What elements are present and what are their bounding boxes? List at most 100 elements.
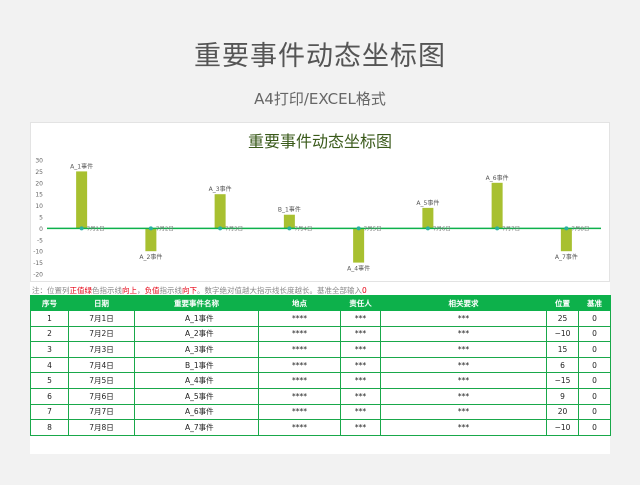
cell-owner[interactable]: *** bbox=[340, 310, 381, 327]
cell-position[interactable]: 25 bbox=[546, 310, 579, 327]
cell-location[interactable]: **** bbox=[258, 403, 341, 421]
cell-owner[interactable]: *** bbox=[340, 341, 381, 358]
cell-location[interactable]: **** bbox=[258, 310, 341, 327]
date-tick-label: 7月1日 bbox=[87, 225, 105, 232]
baseline-marker bbox=[564, 226, 569, 231]
cell-owner[interactable]: *** bbox=[340, 325, 381, 343]
baseline-marker bbox=[218, 226, 223, 231]
cell-date[interactable]: 7月4日 bbox=[68, 356, 135, 374]
cell-position[interactable]: 9 bbox=[546, 387, 579, 405]
cell-event-name[interactable]: A_2事件 bbox=[134, 325, 259, 343]
header-index: 序号 bbox=[30, 295, 69, 311]
cell-event-name[interactable]: B_1事件 bbox=[134, 356, 259, 374]
cell-date[interactable]: 7月7日 bbox=[68, 403, 135, 421]
cell-event-name[interactable]: A_5事件 bbox=[134, 387, 259, 405]
cell-requirements[interactable]: *** bbox=[380, 356, 547, 374]
bar-7 bbox=[491, 182, 503, 229]
cell-event-name[interactable]: A_7事件 bbox=[134, 419, 259, 436]
cell-position[interactable]: −10 bbox=[546, 419, 579, 436]
y-tick-label: 10 bbox=[35, 203, 43, 210]
table-header-row: 序号 日期 重要事件名称 地点 责任人 相关要求 位置 基准 bbox=[30, 295, 611, 311]
cell-location[interactable]: **** bbox=[258, 419, 341, 436]
y-tick-label: -10 bbox=[33, 249, 43, 256]
cell-date[interactable]: 7月3日 bbox=[68, 341, 135, 358]
legend-note: 注：位置列正值绿色指示线向上，负值指示线向下。数字绝对值越大指示线长度越长。基准… bbox=[32, 285, 367, 296]
y-tick-label: -15 bbox=[33, 260, 43, 267]
cell-baseline[interactable]: 0 bbox=[578, 403, 611, 421]
cell-requirements[interactable]: *** bbox=[380, 372, 547, 389]
event-label: A_6事件 bbox=[486, 174, 509, 182]
note-part: 注：位置列 bbox=[32, 286, 70, 295]
table-row: 3 7月3日 A_3事件 **** *** *** 15 0 bbox=[30, 341, 611, 358]
event-label: A_5事件 bbox=[416, 199, 439, 207]
cell-position[interactable]: 6 bbox=[546, 356, 579, 374]
date-tick-label: 7月8日 bbox=[571, 225, 589, 232]
cell-date[interactable]: 7月8日 bbox=[68, 419, 135, 436]
date-tick-label: 7月6日 bbox=[433, 225, 451, 232]
event-label: A_3事件 bbox=[209, 185, 232, 193]
cell-baseline[interactable]: 0 bbox=[578, 372, 611, 389]
cell-owner[interactable]: *** bbox=[340, 372, 381, 389]
cell-index[interactable]: 3 bbox=[30, 341, 69, 358]
date-tick-label: 7月3日 bbox=[225, 225, 243, 232]
cell-event-name[interactable]: A_6事件 bbox=[134, 403, 259, 421]
cell-requirements[interactable]: *** bbox=[380, 325, 547, 343]
cell-owner[interactable]: *** bbox=[340, 387, 381, 405]
bar-2 bbox=[145, 228, 157, 252]
date-tick-label: 7月7日 bbox=[502, 225, 520, 232]
cell-baseline[interactable]: 0 bbox=[578, 325, 611, 343]
note-part-positive: 正值 bbox=[69, 286, 85, 295]
cell-location[interactable]: **** bbox=[258, 341, 341, 358]
cell-owner[interactable]: *** bbox=[340, 419, 381, 436]
cell-requirements[interactable]: *** bbox=[380, 387, 547, 405]
cell-position[interactable]: 20 bbox=[546, 403, 579, 421]
cell-location[interactable]: **** bbox=[258, 356, 341, 374]
event-label: A_4事件 bbox=[347, 265, 370, 273]
cell-location[interactable]: **** bbox=[258, 325, 341, 343]
cell-index[interactable]: 8 bbox=[30, 419, 69, 436]
cell-date[interactable]: 7月5日 bbox=[68, 372, 135, 389]
header-event-name: 重要事件名称 bbox=[134, 295, 259, 311]
cell-index[interactable]: 6 bbox=[30, 387, 69, 405]
event-chart: 重要事件动态坐标图 30 25 20 15 10 5 0 -5 -10 -15 -20 A_1事件 A_2… bbox=[30, 122, 610, 282]
cell-date[interactable]: 7月1日 bbox=[68, 310, 135, 327]
cell-requirements[interactable]: *** bbox=[380, 341, 547, 358]
y-tick-label: 5 bbox=[39, 215, 43, 222]
cell-event-name[interactable]: A_3事件 bbox=[134, 341, 259, 358]
cell-position[interactable]: 15 bbox=[546, 341, 579, 358]
cell-owner[interactable]: *** bbox=[340, 403, 381, 421]
cell-index[interactable]: 5 bbox=[30, 372, 69, 389]
event-label: B_1事件 bbox=[278, 206, 301, 214]
y-tick-label: 25 bbox=[35, 169, 43, 176]
cell-date[interactable]: 7月2日 bbox=[68, 325, 135, 343]
cell-requirements[interactable]: *** bbox=[380, 403, 547, 421]
cell-requirements[interactable]: *** bbox=[380, 419, 547, 436]
cell-event-name[interactable]: A_4事件 bbox=[134, 372, 259, 389]
cell-event-name[interactable]: A_1事件 bbox=[134, 310, 259, 327]
bar-5 bbox=[353, 228, 365, 263]
y-tick-label: 0 bbox=[39, 226, 43, 233]
date-tick-label: 7月5日 bbox=[364, 225, 382, 232]
cell-position[interactable]: −10 bbox=[546, 325, 579, 343]
cell-index[interactable]: 1 bbox=[30, 310, 69, 327]
cell-index[interactable]: 2 bbox=[30, 325, 69, 343]
note-part: 色指示线 bbox=[92, 286, 122, 295]
table-row: 2 7月2日 A_2事件 **** *** *** −10 0 bbox=[30, 325, 611, 343]
cell-position[interactable]: −15 bbox=[546, 372, 579, 389]
cell-owner[interactable]: *** bbox=[340, 356, 381, 374]
bar-6 bbox=[422, 207, 434, 229]
cell-baseline[interactable]: 0 bbox=[578, 341, 611, 358]
cell-baseline[interactable]: 0 bbox=[578, 387, 611, 405]
cell-index[interactable]: 7 bbox=[30, 403, 69, 421]
cell-location[interactable]: **** bbox=[258, 387, 341, 405]
cell-location[interactable]: **** bbox=[258, 372, 341, 389]
header-date: 日期 bbox=[68, 295, 135, 311]
cell-date[interactable]: 7月6日 bbox=[68, 387, 135, 405]
baseline-marker bbox=[287, 226, 292, 231]
cell-index[interactable]: 4 bbox=[30, 356, 69, 374]
cell-requirements[interactable]: *** bbox=[380, 310, 547, 327]
note-part: 指示线 bbox=[159, 286, 183, 295]
cell-baseline[interactable]: 0 bbox=[578, 419, 611, 436]
cell-baseline[interactable]: 0 bbox=[578, 356, 611, 374]
cell-baseline[interactable]: 0 bbox=[578, 310, 611, 327]
